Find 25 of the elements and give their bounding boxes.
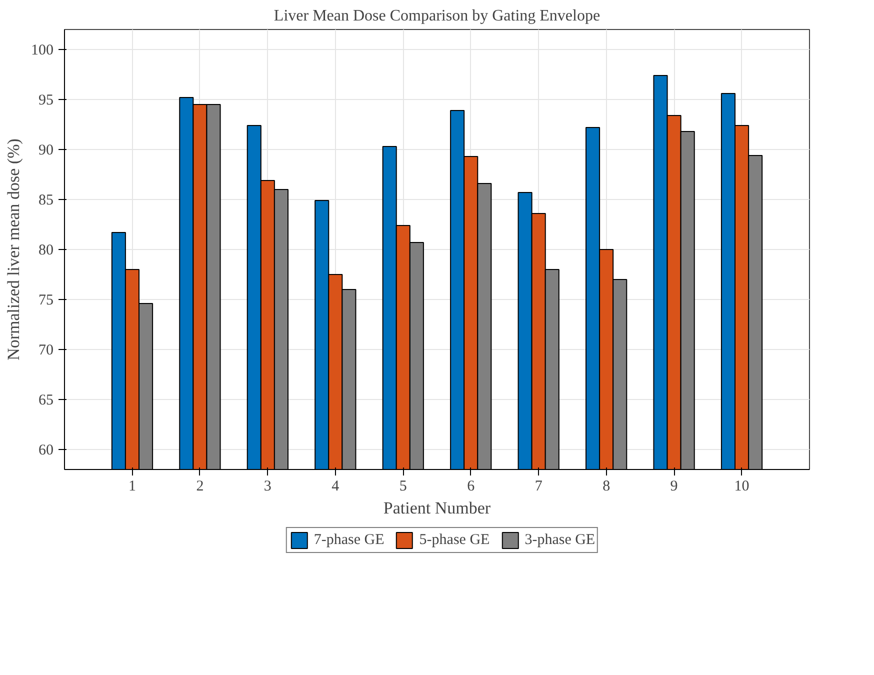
y-tick-label: 75	[38, 292, 54, 308]
y-tick-label: 65	[38, 392, 54, 408]
chart-title: Liver Mean Dose Comparison by Gating Envelope	[274, 8, 600, 24]
x-tick-label: 2	[196, 478, 204, 494]
y-tick-label: 95	[38, 92, 54, 108]
x-axis-title: Patient Number	[383, 498, 491, 518]
x-tick-label: 10	[734, 478, 750, 494]
x-tick-label: 9	[670, 478, 678, 494]
x-tick-label: 6	[467, 478, 476, 494]
x-tick-label: 8	[602, 478, 610, 494]
y-tick-label: 85	[38, 192, 54, 208]
y-tick-label: 70	[38, 342, 54, 358]
x-tick-label: 1	[128, 478, 136, 494]
y-tick-label: 80	[38, 242, 54, 258]
y-axis-title: Normalized liver mean dose (%)	[4, 138, 23, 360]
y-tick-label: 100	[31, 42, 54, 58]
x-tick-label: 5	[399, 478, 407, 494]
legend-label: 7-phase GE	[314, 532, 384, 548]
x-tick-label: 7	[534, 478, 543, 494]
legend-label: 5-phase GE	[419, 532, 490, 548]
x-tick-label: 4	[332, 478, 340, 494]
x-tick-label: 3	[264, 478, 272, 494]
y-tick-label: 90	[38, 142, 54, 158]
legend-label: 3-phase GE	[524, 532, 596, 548]
y-tick-label: 60	[38, 442, 54, 458]
